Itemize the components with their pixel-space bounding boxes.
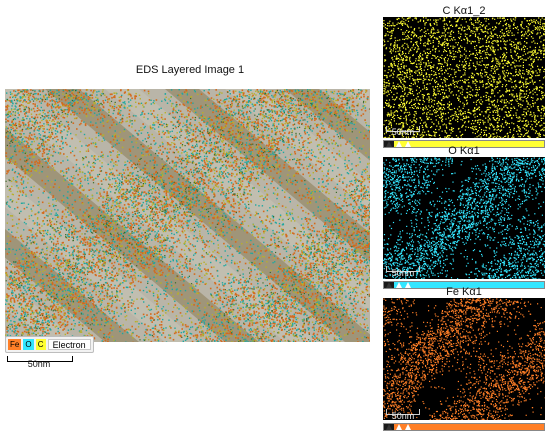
legend-chip-electron[interactable]: Electron	[47, 339, 91, 350]
lut-bar-c[interactable]	[383, 140, 545, 148]
lut-bar-o[interactable]	[383, 281, 545, 289]
layered-image-canvas	[5, 89, 370, 342]
lut-mid-handle[interactable]	[396, 424, 402, 430]
scale-label-o: 50nm	[383, 268, 423, 278]
map-c	[383, 17, 545, 138]
lut-mid-handle[interactable]	[396, 282, 402, 288]
main-scale-label: 50nm	[7, 359, 71, 369]
lut-max-handle[interactable]	[405, 141, 411, 147]
legend-chip-c[interactable]: C	[35, 339, 46, 350]
scale-bar-o	[386, 266, 420, 272]
map-title-fe: Fe Kα1	[383, 286, 545, 298]
map-canvas-fe	[383, 298, 545, 420]
map-canvas-o	[383, 157, 545, 279]
map-fe	[383, 298, 545, 420]
lut-max-handle[interactable]	[405, 424, 411, 430]
lut-mid-handle[interactable]	[396, 141, 402, 147]
map-title-o: O Kα1	[383, 145, 545, 157]
eds-layered-image	[5, 89, 370, 342]
map-o	[383, 157, 545, 279]
element-legend: Fe O C Electron	[5, 336, 94, 353]
lut-min-handle[interactable]	[386, 282, 392, 288]
scale-label-fe: 50nm	[383, 411, 423, 421]
scale-bar-c	[386, 126, 420, 132]
scale-bar-fe	[386, 409, 420, 415]
main-scale-bar	[7, 356, 73, 362]
lut-bar-fe[interactable]	[383, 423, 545, 431]
layered-image-title: EDS Layered Image 1	[115, 64, 265, 76]
map-title-c: C Kα1_2	[383, 5, 545, 17]
scale-label-c: 50nm	[383, 127, 423, 137]
legend-chip-fe[interactable]: Fe	[8, 339, 22, 350]
lut-max-handle[interactable]	[405, 282, 411, 288]
map-canvas-c	[383, 17, 545, 138]
lut-min-handle[interactable]	[386, 141, 392, 147]
legend-chip-o[interactable]: O	[23, 339, 34, 350]
lut-min-handle[interactable]	[386, 424, 392, 430]
